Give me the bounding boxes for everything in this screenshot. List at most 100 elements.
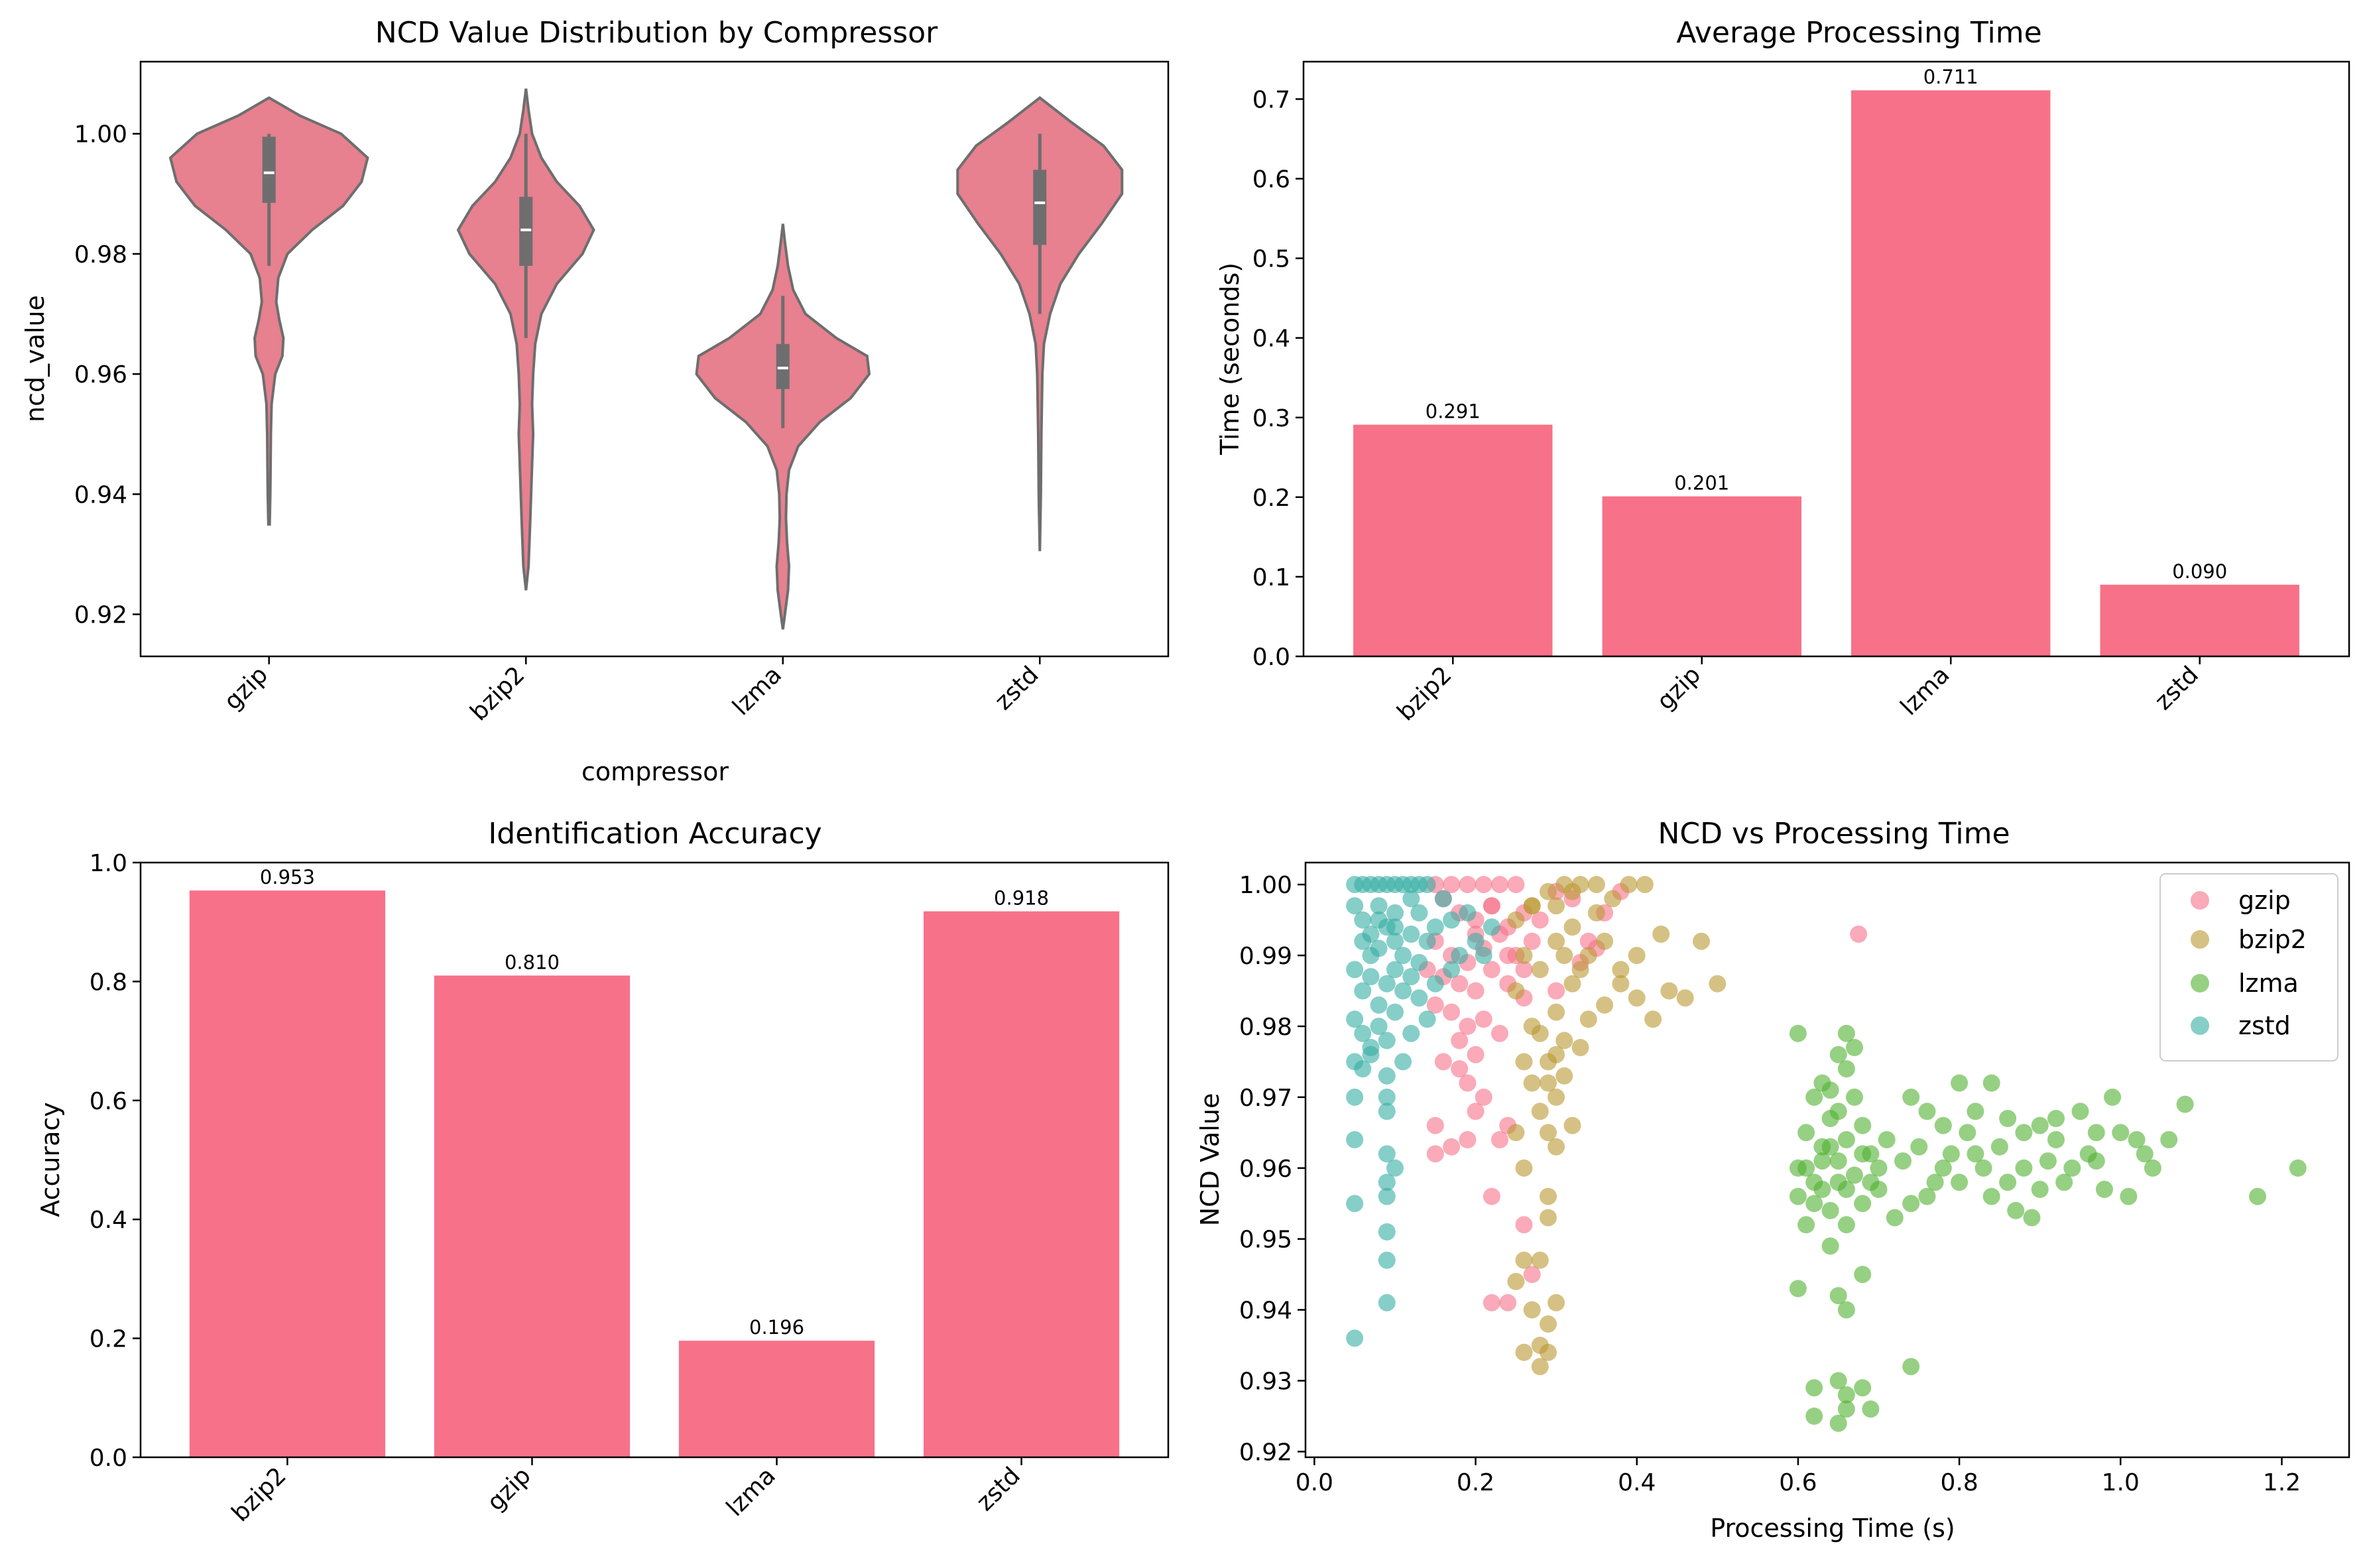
scatter-point-bzip2 [1531,1024,1549,1042]
violin-y-tick-label: 0.98 [74,241,127,269]
scatter-point-zstd [1434,890,1452,908]
scatter-point-lzma [1894,1152,1912,1170]
scatter-point-lzma [1967,1103,1984,1120]
processing-time-bar-gzip [1602,496,1801,656]
scatter-point-zstd [1354,1060,1372,1078]
scatter-point-zstd [1443,911,1461,929]
scatter-point-zstd [1443,961,1461,979]
scatter-x-tick-label: 1.0 [2102,1469,2140,1496]
scatter-point-gzip [1491,1024,1508,1042]
accuracy-bar-value-label: 0.918 [994,887,1049,910]
accuracy-x-tick-label: bzip2 [227,1462,292,1527]
scatter-point-bzip2 [1579,947,1597,965]
scatter-point-bzip2 [1579,1010,1597,1028]
scatter-point-lzma [2031,1116,2049,1134]
scatter-point-bzip2 [1548,897,1565,915]
scatter-point-zstd [1370,1018,1388,1035]
scatter-point-gzip [1443,1003,1461,1021]
processing-time-plot-frame [1302,60,2350,658]
accuracy-x-tick-label: lzma [721,1462,781,1522]
scatter-point-lzma [1951,1174,1969,1191]
scatter-point-lzma [2160,1131,2178,1148]
scatter-point-zstd [1370,911,1388,929]
legend-marker-gzip [2191,891,2209,910]
scatter-point-lzma [1821,1237,1839,1255]
scatter-point-lzma [1846,1166,1863,1184]
accuracy-bar-zstd [923,911,1120,1457]
scatter-point-zstd [1418,1010,1436,1028]
legend-marker-zstd [2191,1016,2209,1035]
scatter-point-gzip [1443,876,1461,894]
scatter-point-lzma [1967,1145,1984,1163]
scatter-point-zstd [1346,1010,1364,1028]
scatter-point-bzip2 [1507,982,1525,1000]
scatter-point-lzma [1805,1408,1823,1425]
scatter-point-bzip2 [1548,1088,1565,1106]
scatter-point-lzma [1837,1400,1855,1418]
scatter-point-lzma [2007,1201,2025,1219]
scatter-point-lzma [1934,1159,1952,1177]
scatter-point-lzma [1878,1131,1896,1148]
scatter-point-zstd [1354,982,1372,1000]
scatter-point-lzma [2023,1209,2041,1227]
violin-body-gzip [168,96,369,526]
scatter-point-zstd [1370,996,1388,1014]
scatter-point-lzma [2015,1124,2033,1142]
processing-time-bars: 0.291 0.201 0.711 0.090 [1353,66,2299,657]
violin-chart-title: NCD Value Distribution by Compressor [375,16,938,50]
violin-x-tick-label: zstd [990,661,1044,715]
legend-label-gzip: gzip [2238,886,2291,915]
scatter-point-bzip2 [1540,1343,1557,1361]
legend-label-zstd: zstd [2238,1011,2291,1040]
scatter-point-gzip [1491,876,1508,894]
scatter-y-tick-label: 0.93 [1239,1368,1292,1396]
processing-time-x-tick-label: bzip2 [1392,661,1457,726]
violin-x-tick-label: bzip2 [465,661,530,726]
scatter-point-gzip [1483,1294,1500,1311]
scatter-points [1346,876,2307,1432]
scatter-point-lzma [1974,1159,1992,1177]
processing-time-y-tick-label: 0.1 [1252,564,1290,591]
processing-time-bar-value-label: 0.090 [2172,560,2227,583]
scatter-point-zstd [1362,1046,1380,1063]
processing-time-y-tick-label: 0.0 [1252,644,1290,671]
scatter-point-bzip2 [1628,989,1646,1007]
scatter-x-tick-label: 1.2 [2263,1469,2301,1496]
scatter-point-zstd [1459,904,1477,922]
violin-y-tick-label: 1.00 [74,121,127,149]
accuracy-x-ticks: bzip2 gzip lzma zstd [227,1457,1026,1527]
scatter-point-lzma [1846,1039,1863,1056]
scatter-point-lzma [2087,1152,2105,1170]
scatter-point-lzma [2055,1174,2073,1191]
scatter-point-zstd [1378,1067,1396,1085]
scatter-point-lzma [1813,1152,1831,1170]
accuracy-chart: Identification Accuracy 0.9530.8100.1960… [36,817,1170,1527]
scatter-point-bzip2 [1563,918,1581,936]
scatter-plot-frame [1304,861,2350,1459]
scatter-point-zstd [1467,932,1485,950]
scatter-point-lzma [1837,1301,1855,1319]
scatter-point-bzip2 [1548,1046,1565,1063]
scatter-y-tick-label: 1.00 [1239,872,1292,899]
scatter-point-zstd [1402,968,1420,986]
violin-x-tick-label: lzma [727,661,787,721]
scatter-point-lzma [1990,1138,2008,1156]
scatter-y-tick-label: 0.96 [1239,1156,1292,1183]
scatter-point-bzip2 [1676,989,1694,1007]
scatter-point-bzip2 [1548,1003,1565,1021]
scatter-point-bzip2 [1571,961,1589,979]
scatter-point-lzma [1854,1116,1872,1134]
scatter-point-bzip2 [1548,932,1565,950]
scatter-point-zstd [1483,918,1500,936]
scatter-point-lzma [2249,1187,2266,1205]
scatter-point-zstd [1378,1032,1396,1050]
scatter-point-gzip [1459,1131,1477,1148]
scatter-point-lzma [1902,1088,1920,1106]
scatter-point-gzip [1467,1046,1485,1063]
scatter-point-bzip2 [1507,1272,1525,1290]
legend-label-lzma: lzma [2238,969,2299,998]
scatter-point-bzip2 [1540,1187,1557,1205]
scatter-chart-title: NCD vs Processing Time [1658,817,2010,851]
scatter-point-bzip2 [1548,1138,1565,1156]
scatter-point-lzma [1934,1116,1952,1134]
